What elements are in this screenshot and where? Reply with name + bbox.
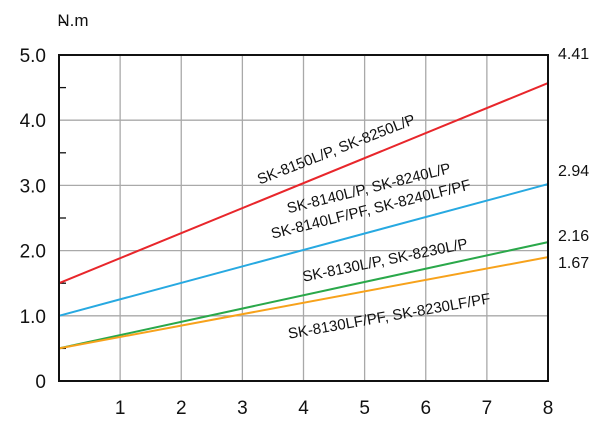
axis-ticks: 1 2 3 4 5 6 7 8 0 1.0 2.0 3.0 4.0 5.0 [20,46,554,419]
series-line-green [58,241,549,350]
x-tick-label: 5 [359,398,370,419]
y-tick-label: 4.0 [20,111,46,132]
x-tick-label: 8 [543,398,554,419]
x-tick-label: 4 [298,398,309,419]
x-tick-label: 2 [176,398,187,419]
y-tick-label: 0 [35,372,46,393]
series-line-red [58,82,549,285]
series-labels: SK-8150L/P, SK-8250L/PSK-8140L/P, SK-824… [255,111,492,343]
y-tick-label: 2.0 [20,242,46,263]
plot-frame [58,54,549,382]
end-value-label-orange: 1.67 [558,255,589,272]
end-value-label-blue: 2.94 [558,163,589,180]
end-value-labels: 4.41 2.94 2.16 1.67 [558,46,589,272]
x-tick-label: 1 [115,398,126,419]
series-label-orange: SK-8130LF/PF, SK-8230LF/PF [287,290,492,342]
x-tick-label: 3 [237,398,248,419]
y-unit-label: N.m [57,11,88,30]
y-tick-label: 5.0 [20,46,46,67]
end-value-label-green: 2.16 [558,228,589,245]
end-value-label-red: 4.41 [558,46,589,63]
series-line-blue [58,183,549,317]
y-tick-label: 3.0 [20,176,46,197]
x-tick-label: 7 [482,398,493,419]
series-line-orange [58,256,549,350]
series-lines [58,82,549,350]
y-tick-label: 1.0 [20,307,46,328]
x-tick-label: 6 [420,398,431,419]
